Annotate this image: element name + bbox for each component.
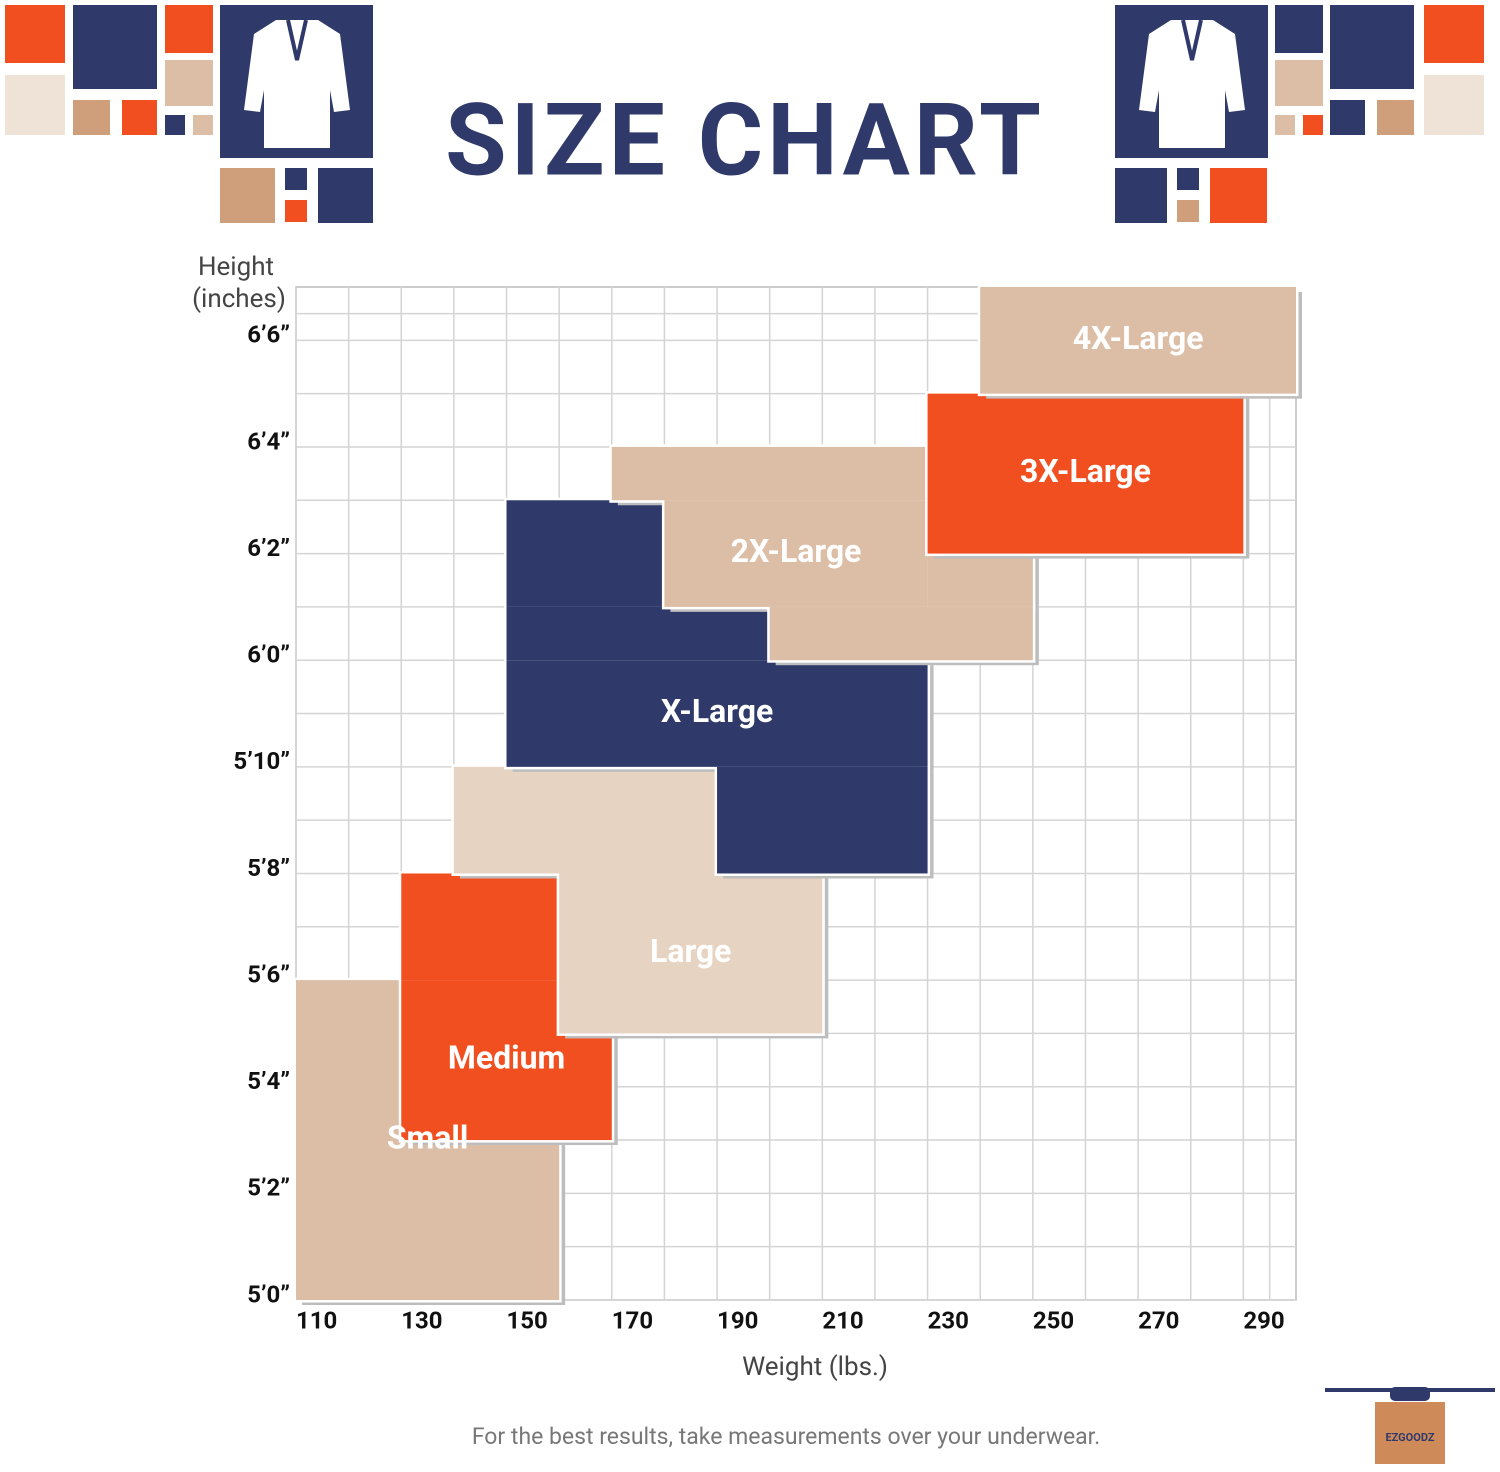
region [453, 766, 718, 874]
size-label: 4X-Large [1073, 319, 1204, 357]
footnote: For the best results, take measurements … [472, 1423, 1100, 1450]
region [927, 553, 1033, 607]
chart-title: SIZE CHART [445, 82, 1045, 199]
x-tick-label: 270 [1138, 1306, 1179, 1334]
size-region [504, 497, 934, 879]
logo: EZGOODZ [1325, 1387, 1495, 1464]
plot: 110 130 150 170 190 210 230 250 270 290 5’0” 5’2” 5’… [233, 284, 1302, 1334]
region [559, 873, 823, 1034]
x-tick-label: 190 [717, 1306, 758, 1334]
x-tick-label: 230 [928, 1306, 969, 1334]
region [980, 287, 1296, 394]
x-tick-label: 150 [507, 1306, 548, 1334]
y-tick-label: 5’6” [247, 960, 290, 988]
region [927, 393, 1244, 554]
y-tick-label: 6’2” [247, 534, 290, 562]
size-region [925, 391, 1250, 559]
y-axis-label: (inches) [192, 284, 286, 314]
size-label: 3X-Large [1020, 452, 1151, 490]
size-label: Small [387, 1119, 468, 1157]
region [506, 606, 770, 661]
y-tick-label: 5’8” [247, 854, 290, 882]
y-tick-label: 5’0” [247, 1280, 290, 1308]
region [401, 873, 560, 981]
x-tick-label: 250 [1033, 1306, 1074, 1334]
size-label: Medium [448, 1039, 565, 1077]
size-label: X-Large [661, 692, 773, 730]
x-tick-label: 170 [612, 1306, 653, 1334]
y-axis-label: Height [198, 252, 274, 282]
x-tick-label: 110 [296, 1306, 337, 1334]
size-region [977, 284, 1302, 399]
y-tick-label: 6’4” [247, 427, 290, 455]
y-tick-label: 5’10” [233, 747, 290, 775]
region [611, 446, 928, 501]
y-tick-label: 5’2” [247, 1174, 290, 1202]
size-region [451, 764, 829, 1039]
y-tick-label: 6’6” [247, 321, 290, 349]
x-tick-label: 290 [1243, 1306, 1284, 1334]
region [717, 766, 928, 874]
header-decoration [5, 5, 1484, 223]
x-axis-label: Weight (lbs.) [742, 1352, 888, 1382]
y-tick-label: 6’0” [247, 641, 290, 669]
x-tick-label: 210 [822, 1306, 863, 1334]
x-tick-label: 130 [401, 1306, 442, 1334]
size-label: 2X-Large [731, 532, 862, 570]
logo-text: EZGOODZ [1385, 1431, 1434, 1444]
region [506, 660, 928, 767]
size-label: Large [650, 932, 731, 970]
region [769, 606, 1033, 661]
region [506, 500, 665, 607]
region [664, 500, 928, 607]
y-tick-label: 5’4” [247, 1067, 290, 1095]
